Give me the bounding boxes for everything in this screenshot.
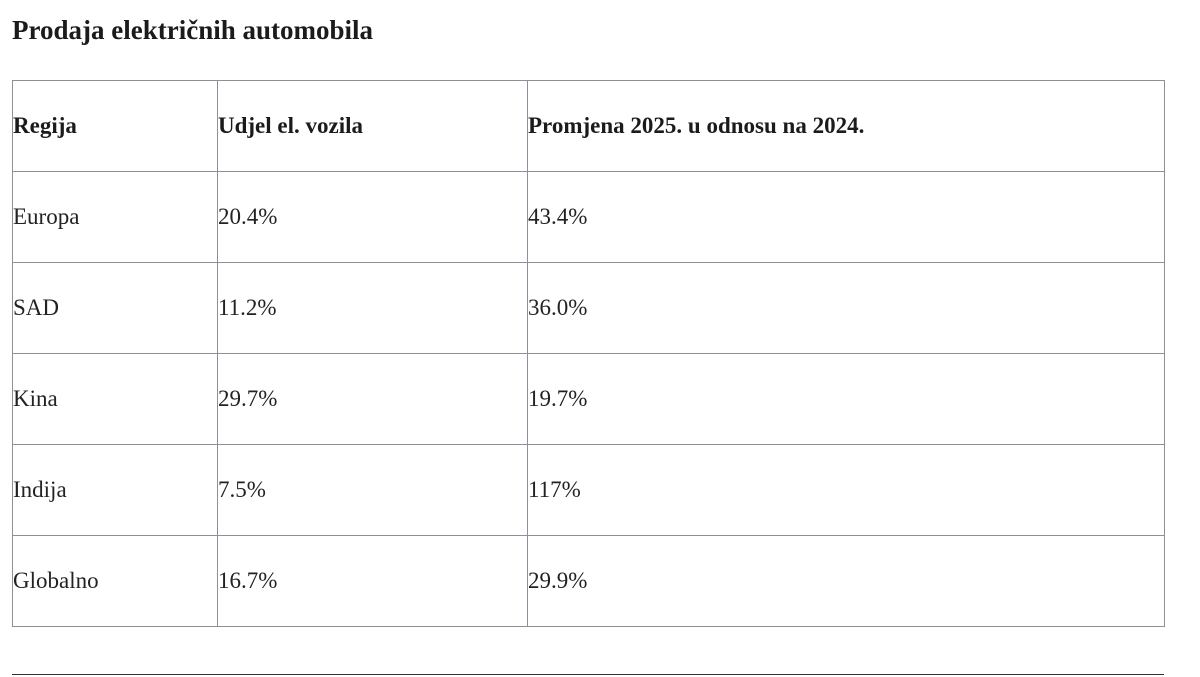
ev-sales-table: Regija Udjel el. vozila Promjena 2025. u… [12, 80, 1165, 627]
cell-change: 43.4% [527, 171, 1165, 263]
column-header-change: Promjena 2025. u odnosu na 2024. [527, 80, 1165, 172]
cell-ev-share: 29.7% [217, 353, 528, 445]
table-row: Europa 20.4% 43.4% [12, 171, 1165, 263]
cell-ev-share: 16.7% [217, 535, 528, 627]
table-header-row: Regija Udjel el. vozila Promjena 2025. u… [12, 80, 1165, 172]
page-title: Prodaja električnih automobila [12, 15, 373, 45]
cell-change: 19.7% [527, 353, 1165, 445]
cell-ev-share: 7.5% [217, 444, 528, 536]
column-header-ev-share: Udjel el. vozila [217, 80, 528, 172]
cell-change: 29.9% [527, 535, 1165, 627]
table-row: Kina 29.7% 19.7% [12, 353, 1165, 445]
cell-region: Globalno [12, 535, 218, 627]
bottom-divider [12, 674, 1164, 675]
table-row: Globalno 16.7% 29.9% [12, 535, 1165, 627]
cell-ev-share: 20.4% [217, 171, 528, 263]
cell-region: Europa [12, 171, 218, 263]
cell-region: Kina [12, 353, 218, 445]
cell-change: 36.0% [527, 262, 1165, 354]
column-header-region: Regija [12, 80, 218, 172]
table-row: Indija 7.5% 117% [12, 444, 1165, 536]
cell-ev-share: 11.2% [217, 262, 528, 354]
cell-change: 117% [527, 444, 1165, 536]
table-row: SAD 11.2% 36.0% [12, 262, 1165, 354]
cell-region: SAD [12, 262, 218, 354]
cell-region: Indija [12, 444, 218, 536]
